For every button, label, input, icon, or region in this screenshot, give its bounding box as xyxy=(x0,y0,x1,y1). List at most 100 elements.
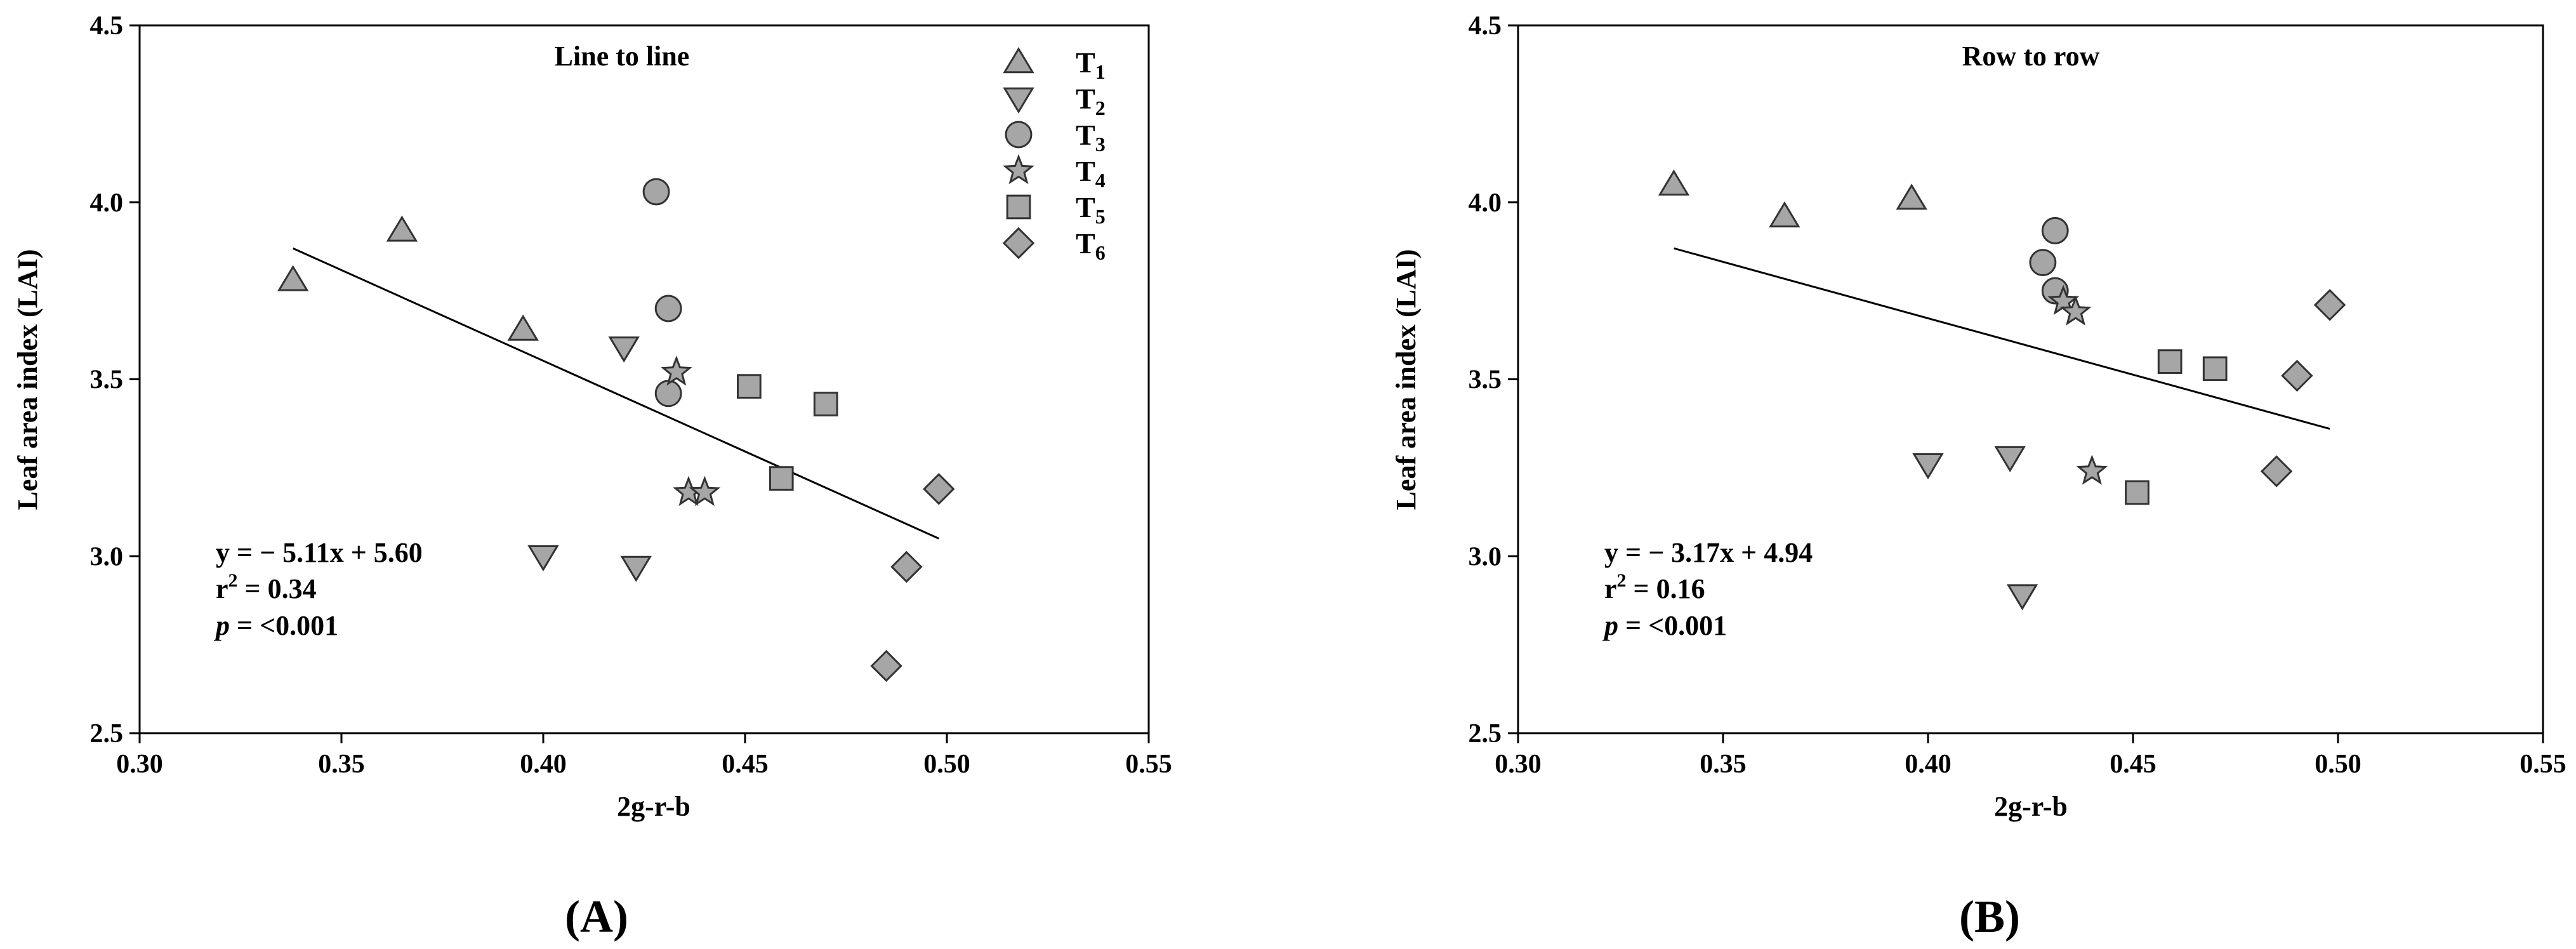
point-t1-b xyxy=(1896,183,1927,210)
legend-label-main: T xyxy=(1076,227,1095,260)
r-value-b: = 0.16 xyxy=(1627,573,1705,604)
point-t2-b xyxy=(2006,584,2038,611)
point-t5-b xyxy=(2157,349,2183,374)
x-tick-label-b: 0.35 xyxy=(1700,750,1747,779)
point-t6-b xyxy=(2313,289,2346,321)
legend-label-t2: T2 xyxy=(1076,83,1106,119)
legend-marker-square xyxy=(1006,194,1031,220)
r-sup-b: 2 xyxy=(1617,570,1627,591)
x-axis-label-b: 2g-r-b xyxy=(1994,791,2068,822)
legend-label-sub: 2 xyxy=(1095,96,1106,119)
point-t4-b xyxy=(2059,295,2092,326)
legend-marker-diamond xyxy=(1002,227,1035,260)
y-axis-label-b: Leaf area index (LAI) xyxy=(1390,249,1422,510)
y-axis-label-a: Leaf area index (LAI) xyxy=(12,249,43,510)
x-tick-label-b: 0.40 xyxy=(1905,750,1952,779)
point-t1-a xyxy=(507,314,539,341)
x-ticks-a: 0.30 0.35 0.40 0.45 0.50 0.55 xyxy=(116,733,1172,779)
p-value-a: p = <0.001 xyxy=(213,610,338,641)
point-t3-b xyxy=(2041,216,2069,244)
p-label-a: p xyxy=(213,610,230,641)
equation-b: y = − 3.17x + 4.94 xyxy=(1604,537,1813,568)
y-tick-label-b: 3.0 xyxy=(1469,542,1502,571)
legend-marker-circle xyxy=(1005,121,1033,149)
x-axis-label-a: 2g-r-b xyxy=(617,791,690,822)
point-t2-b xyxy=(1994,446,2026,473)
equation-a: y = − 5.11x + 5.60 xyxy=(216,537,423,568)
point-t5-b xyxy=(2202,356,2228,382)
legend-label-t1: T1 xyxy=(1076,46,1106,83)
y-tick-label-a: 3.0 xyxy=(90,542,124,571)
x-tick-label-a: 0.55 xyxy=(1125,750,1172,779)
data-points-a xyxy=(277,178,955,682)
panel-letter-a: (A) xyxy=(565,891,628,942)
point-t4-b xyxy=(2076,455,2108,485)
legend-label-sub: 6 xyxy=(1095,241,1106,264)
p-value-b: p = <0.001 xyxy=(1602,610,1727,641)
point-t5-a xyxy=(737,374,762,399)
point-t1-a xyxy=(277,265,309,291)
legend-label-sub: 1 xyxy=(1095,60,1106,83)
r-sup-a: 2 xyxy=(228,570,238,591)
x-tick-label-b: 0.50 xyxy=(2315,750,2361,779)
plot-title-a: Line to line xyxy=(555,41,690,72)
x-tick-label-a: 0.45 xyxy=(722,750,769,779)
point-t3-a xyxy=(654,380,682,408)
point-t3-b xyxy=(2029,249,2057,276)
legend-label-t5: T5 xyxy=(1076,191,1106,228)
legend-label-t6: T6 xyxy=(1076,227,1106,264)
point-t5-b xyxy=(2125,480,2150,505)
r-label-a: r xyxy=(216,573,228,604)
point-t2-a xyxy=(608,336,640,363)
y-ticks-b: 2.5 3.0 3.5 4.0 4.5 xyxy=(1469,11,1518,748)
point-t6-b xyxy=(2260,455,2293,488)
point-t1-b xyxy=(1658,169,1690,196)
point-t5-a xyxy=(813,392,838,416)
point-t3-a xyxy=(654,295,682,322)
legend-label-t3: T3 xyxy=(1076,119,1106,156)
y-tick-label-a: 2.5 xyxy=(90,719,124,748)
x-tick-label-a: 0.50 xyxy=(923,750,970,779)
point-t2-b xyxy=(1912,453,1944,480)
legend-label-main: T xyxy=(1076,83,1095,115)
point-t6-a xyxy=(890,550,923,583)
point-t3-a xyxy=(642,178,670,206)
plot-title-b: Row to row xyxy=(1962,41,2100,72)
point-t6-a xyxy=(923,473,955,505)
x-tick-label-a: 0.30 xyxy=(116,750,163,779)
point-t1-a xyxy=(386,215,418,242)
point-t4-a xyxy=(689,475,721,507)
x-tick-label-a: 0.35 xyxy=(318,750,365,779)
y-tick-label-b: 4.0 xyxy=(1469,189,1502,218)
x-tick-label-a: 0.40 xyxy=(520,750,567,779)
legend-label-sub: 5 xyxy=(1095,205,1106,228)
legend-marker-star xyxy=(1003,154,1034,185)
point-t6-a xyxy=(870,649,902,682)
r-label-b: r xyxy=(1604,573,1617,604)
point-t1-b xyxy=(1769,201,1800,228)
legend-label-sub: 4 xyxy=(1095,169,1106,192)
y-tick-label-b: 4.5 xyxy=(1469,11,1502,41)
x-tick-label-b: 0.55 xyxy=(2520,750,2566,779)
point-t2-a xyxy=(527,545,559,572)
r-squared-a: r2 = 0.34 xyxy=(216,570,317,604)
legend-marker-triangle-up xyxy=(1003,47,1034,74)
legend-label-sub: 3 xyxy=(1095,133,1106,156)
y-tick-label-a: 3.5 xyxy=(90,366,124,395)
legend-label-main: T xyxy=(1076,155,1095,187)
regression-line-a xyxy=(293,247,939,540)
x-tick-label-b: 0.30 xyxy=(1495,750,1542,779)
p-value-text-a: = <0.001 xyxy=(230,610,338,641)
p-value-text-b: = <0.001 xyxy=(1618,610,1727,641)
regression-line-b xyxy=(1674,247,2330,430)
point-t2-a xyxy=(620,555,652,582)
y-tick-label-b: 2.5 xyxy=(1469,719,1502,748)
point-t4-a xyxy=(660,355,692,386)
panel-b: 2.5 3.0 3.5 4.0 4.5 0.30 0.35 0.40 0.45 0.50 0.55… xyxy=(1390,11,2566,942)
panel-a: 2.5 3.0 3.5 4.0 4.5 0.30 0.35 0.40 0.45 0.50 0.55… xyxy=(12,11,1172,942)
point-t5-a xyxy=(769,466,794,491)
r-value-a: = 0.34 xyxy=(238,573,317,604)
p-label-b: p xyxy=(1602,610,1618,641)
